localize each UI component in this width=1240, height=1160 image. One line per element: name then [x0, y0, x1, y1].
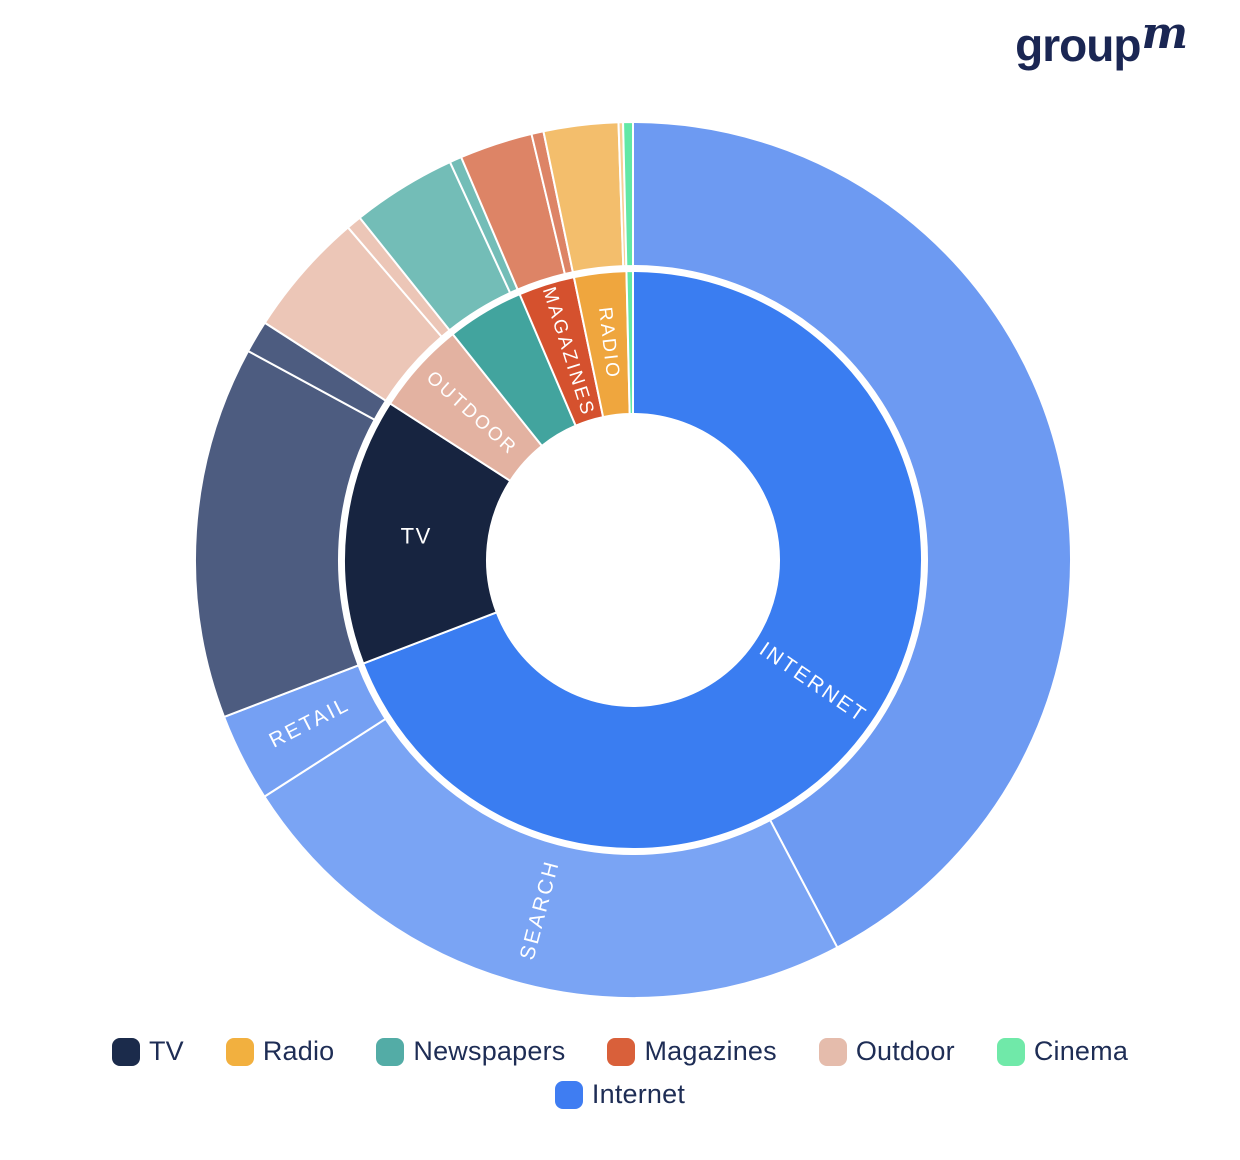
- legend-item-magazines[interactable]: Magazines: [607, 1036, 777, 1067]
- legend-item-tv[interactable]: TV: [111, 1036, 184, 1067]
- legend-label: Newspapers: [413, 1036, 566, 1066]
- legend: TV Radio Newspapers Magazines Outdoor Cinema I…: [0, 1036, 1240, 1110]
- legend-item-internet[interactable]: Internet: [554, 1079, 686, 1110]
- legend-label: Internet: [591, 1079, 686, 1109]
- legend-swatch-icon: [818, 1037, 847, 1066]
- legend-row-1: TV Radio Newspapers Magazines Outdoor Cinema: [111, 1036, 1129, 1067]
- legend-label: Cinema: [1033, 1036, 1129, 1066]
- segment-internet-other-outer[interactable]: [632, 121, 1072, 949]
- legend-item-cinema[interactable]: Cinema: [996, 1036, 1129, 1067]
- legend-label: Radio: [262, 1036, 335, 1066]
- segment-search-outer[interactable]: [263, 717, 839, 999]
- groupm-logo: group m: [1015, 12, 1188, 71]
- legend-swatch-icon: [111, 1037, 140, 1066]
- label-tv: TV: [401, 523, 432, 548]
- legend-item-newspapers[interactable]: Newspapers: [376, 1036, 565, 1067]
- legend-swatch-icon: [554, 1080, 583, 1109]
- segment-tv-inner[interactable]: [343, 402, 512, 665]
- groupm-logo-superscript: m: [1141, 8, 1188, 59]
- legend-swatch-icon: [225, 1037, 254, 1066]
- groupm-logo-text: group: [1015, 19, 1141, 71]
- segment-cinema-outer-outer[interactable]: [622, 120, 634, 268]
- legend-swatch-icon: [376, 1037, 405, 1066]
- legend-swatch-icon: [607, 1037, 636, 1066]
- legend-item-radio[interactable]: Radio: [225, 1036, 335, 1067]
- legend-swatch-icon: [996, 1037, 1025, 1066]
- segment-cinema-inner[interactable]: [625, 269, 634, 416]
- legend-label: Magazines: [644, 1036, 777, 1066]
- segment-internet-inner[interactable]: [362, 270, 923, 850]
- legend-row-2: Internet: [554, 1079, 686, 1110]
- legend-item-outdoor[interactable]: Outdoor: [818, 1036, 955, 1067]
- legend-label: Outdoor: [855, 1036, 955, 1066]
- legend-label: TV: [148, 1036, 184, 1066]
